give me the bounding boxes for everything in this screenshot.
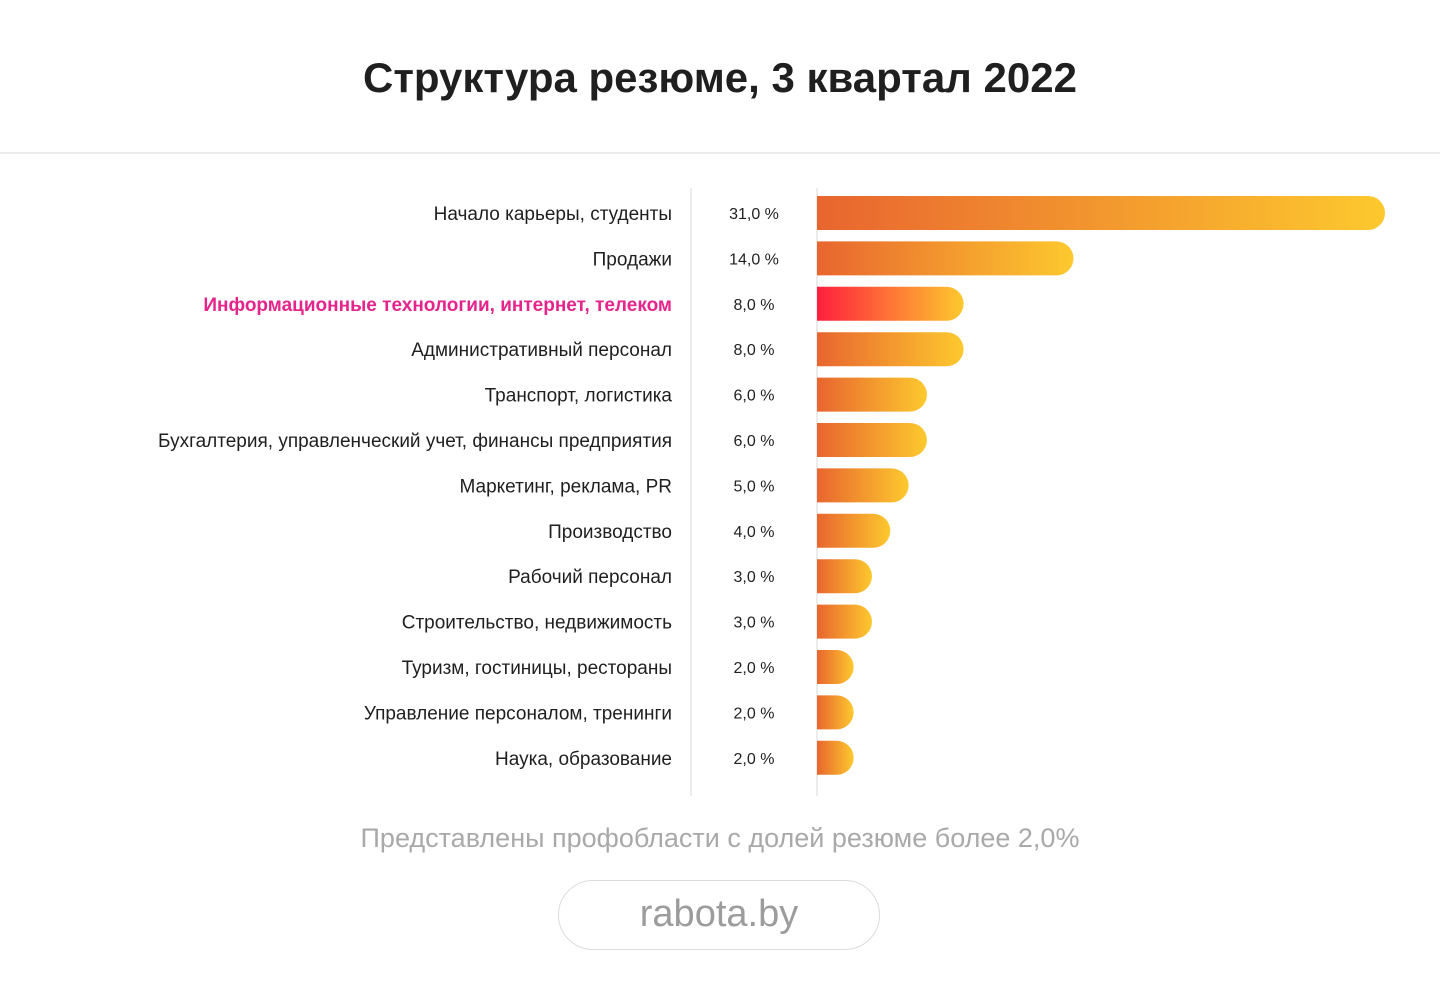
category-label-11: Туризм, гостиницы, рестораны [402,658,672,679]
value-label-13: 2,0 % [734,751,775,768]
brand-logo-link[interactable]: rabota.by [558,880,880,950]
category-label-3: Информационные технологии, интернет, тел… [203,295,672,316]
title-divider [0,152,1440,154]
category-label-5: Транспорт, логистика [485,386,673,407]
bars-group: Начало карьеры, студенты 31,0 % Продажи 14,… [158,196,1385,775]
category-label-13: Наука, образование [495,749,672,770]
value-label-10: 3,0 % [734,615,775,632]
category-label-4: Административный персонал [411,340,672,361]
value-label-9: 3,0 % [734,569,775,586]
bar-6 [817,423,927,457]
bar-13 [817,740,854,775]
value-label-5: 6,0 % [734,388,775,405]
category-label-8: Производство [548,522,672,543]
bar-12 [817,695,854,730]
category-label-7: Маркетинг, реклама, PR [459,476,672,497]
footnote: Представлены профобласти с долей резюме … [360,823,1080,853]
value-label-12: 2,0 % [734,705,775,722]
value-label-3: 8,0 % [734,297,775,314]
value-label-2: 14,0 % [729,251,779,268]
value-label-4: 8,0 % [734,342,775,359]
value-label-1: 31,0 % [729,206,779,223]
bar-5 [817,377,927,412]
bar-8 [817,513,891,548]
bar-9 [817,559,872,594]
bar-3 [817,286,964,321]
category-label-10: Строительство, недвижимость [402,613,672,634]
bar-1 [817,196,1385,230]
category-label-9: Рабочий персонал [508,567,672,588]
category-label-6: Бухгалтерия, управленческий учет, финанс… [158,431,672,452]
value-label-8: 4,0 % [734,524,775,541]
value-label-11: 2,0 % [734,660,775,677]
value-label-7: 5,0 % [734,478,775,495]
category-label-1: Начало карьеры, студенты [434,204,672,225]
category-label-12: Управление персоналом, тренинги [364,703,672,724]
bar-10 [817,604,872,639]
chart-title: Структура резюме, 3 квартал 2022 [363,54,1077,101]
bar-7 [817,468,909,503]
value-label-6: 6,0 % [734,433,775,450]
category-label-2: Продажи [593,249,672,270]
bar-2 [817,241,1074,276]
bar-11 [817,650,854,684]
bar-4 [817,332,964,367]
